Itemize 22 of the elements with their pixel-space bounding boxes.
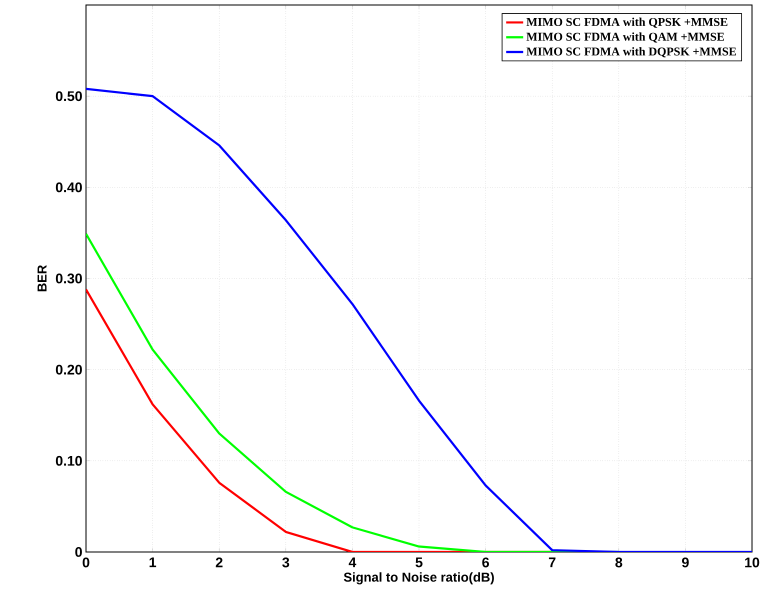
x-tick-label: 6 (482, 557, 489, 568)
y-tick-label: 0.50 (56, 91, 82, 102)
x-tick-label: 9 (682, 557, 689, 568)
x-tick-label: 3 (282, 557, 290, 568)
x-tick-label: 10 (745, 557, 760, 568)
x-tick-label: 7 (548, 558, 556, 568)
x-tick-label: 1 (150, 558, 156, 568)
legend-label: MIMO SC FDMA with DQPSK +MMSE (526, 47, 736, 58)
x-tick-label: 2 (216, 557, 223, 568)
legend-label: MIMO SC FDMA with QAM +MMSE (526, 32, 724, 43)
x-tick-label: 0 (82, 557, 90, 568)
y-tick-label: 0.20 (56, 364, 82, 375)
y-tick-label: 0.10 (56, 456, 82, 466)
legend-label: MIMO SC FDMA with QPSK +MMSE (526, 18, 728, 28)
x-axis-title: Signal to Noise ratio(dB) (344, 572, 494, 584)
x-tick-label: 8 (615, 557, 622, 568)
y-tick-label: 0.40 (56, 182, 82, 192)
x-tick-label: 5 (416, 558, 423, 568)
y-tick-label: 0.30 (56, 274, 82, 284)
x-tick-label: 4 (348, 558, 356, 568)
y-tick-label: 0 (75, 547, 82, 557)
y-axis-title: BER (38, 265, 46, 292)
